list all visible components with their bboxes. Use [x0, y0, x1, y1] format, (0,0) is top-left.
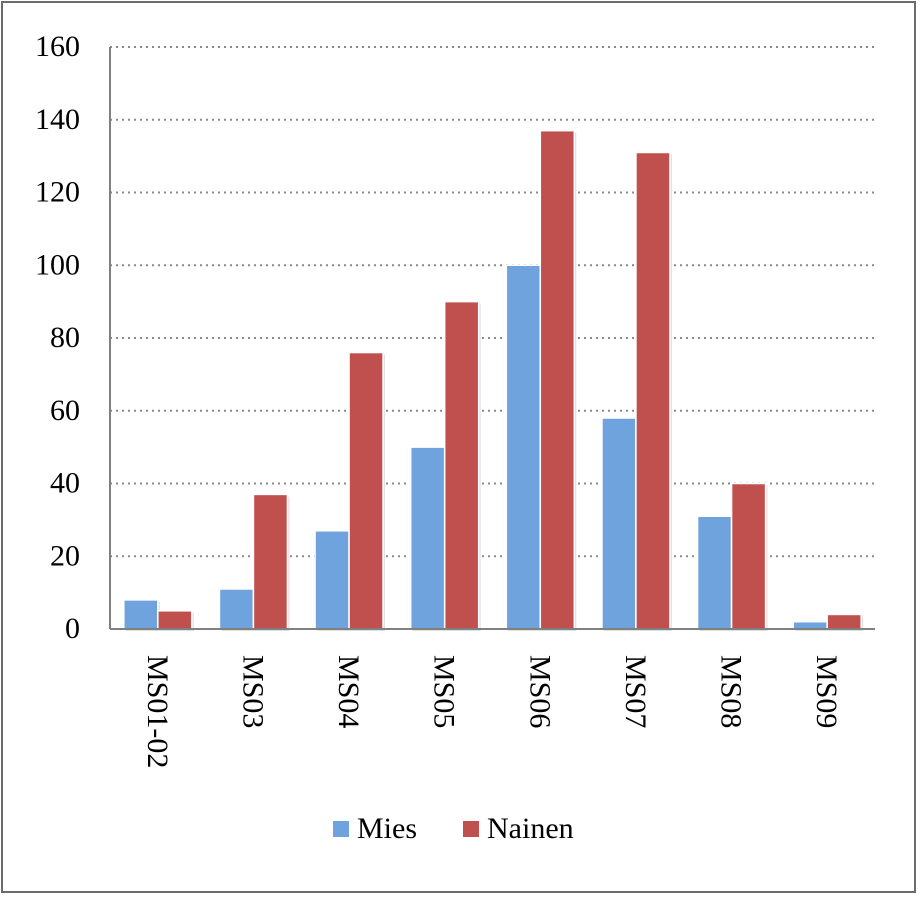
- bar-nainen-ms08: [730, 482, 767, 630]
- bar-nainen-ms09: [826, 613, 862, 630]
- y-tick-label: 80: [50, 321, 80, 354]
- x-tick-label: MS07: [619, 655, 652, 728]
- bars: [123, 129, 864, 632]
- y-tick-label: 160: [35, 30, 80, 63]
- bar-nainen-ms03: [252, 493, 289, 630]
- y-tick-label: 20: [50, 539, 80, 572]
- bar-nainen-ms04: [348, 351, 384, 630]
- bar-mies-ms09: [792, 620, 828, 630]
- x-tick-label: MS01-02: [141, 655, 174, 768]
- bar-mies-ms05: [409, 446, 446, 630]
- legend-swatch-mies: [333, 821, 349, 837]
- y-tick-label: 40: [50, 467, 80, 500]
- bar-mies-ms01-02: [123, 599, 159, 630]
- bar-mies-ms06: [505, 264, 542, 630]
- bar-nainen-ms05: [443, 300, 480, 630]
- y-tick-label: 120: [35, 176, 80, 209]
- y-tick-label: 60: [50, 394, 80, 427]
- bar-mies-ms03: [218, 588, 255, 630]
- y-tick-label: 100: [35, 248, 80, 281]
- bar-mies-ms07: [601, 417, 637, 630]
- bar-nainen-ms07: [635, 151, 671, 630]
- x-tick-label: MS06: [523, 655, 556, 728]
- x-tick-label: MS08: [715, 655, 748, 728]
- bar-mies-ms04: [314, 530, 350, 630]
- gridlines: [110, 46, 875, 558]
- axes: [109, 47, 875, 630]
- y-tick-labels: 0 20 40 60 80 100 120 140 160: [35, 30, 80, 645]
- legend: Mies Nainen: [333, 812, 574, 845]
- x-tick-label: MS09: [810, 655, 843, 728]
- legend-label-nainen: Nainen: [487, 812, 574, 845]
- bar-mies-ms08: [696, 515, 733, 630]
- x-tick-label: MS03: [236, 655, 269, 728]
- legend-swatch-nainen: [463, 821, 479, 837]
- x-tick-label: MS05: [428, 655, 461, 728]
- y-tick-label: 140: [35, 103, 80, 136]
- bar-nainen-ms06: [539, 129, 576, 630]
- legend-label-mies: Mies: [357, 812, 417, 845]
- x-tick-labels: MS01-02 MS03 MS04 MS05 MS06 MS07 MS08 MS09: [141, 655, 843, 768]
- y-tick-label: 0: [65, 612, 80, 645]
- bar-nainen-ms01-02: [157, 610, 193, 630]
- x-tick-label: MS04: [332, 655, 365, 728]
